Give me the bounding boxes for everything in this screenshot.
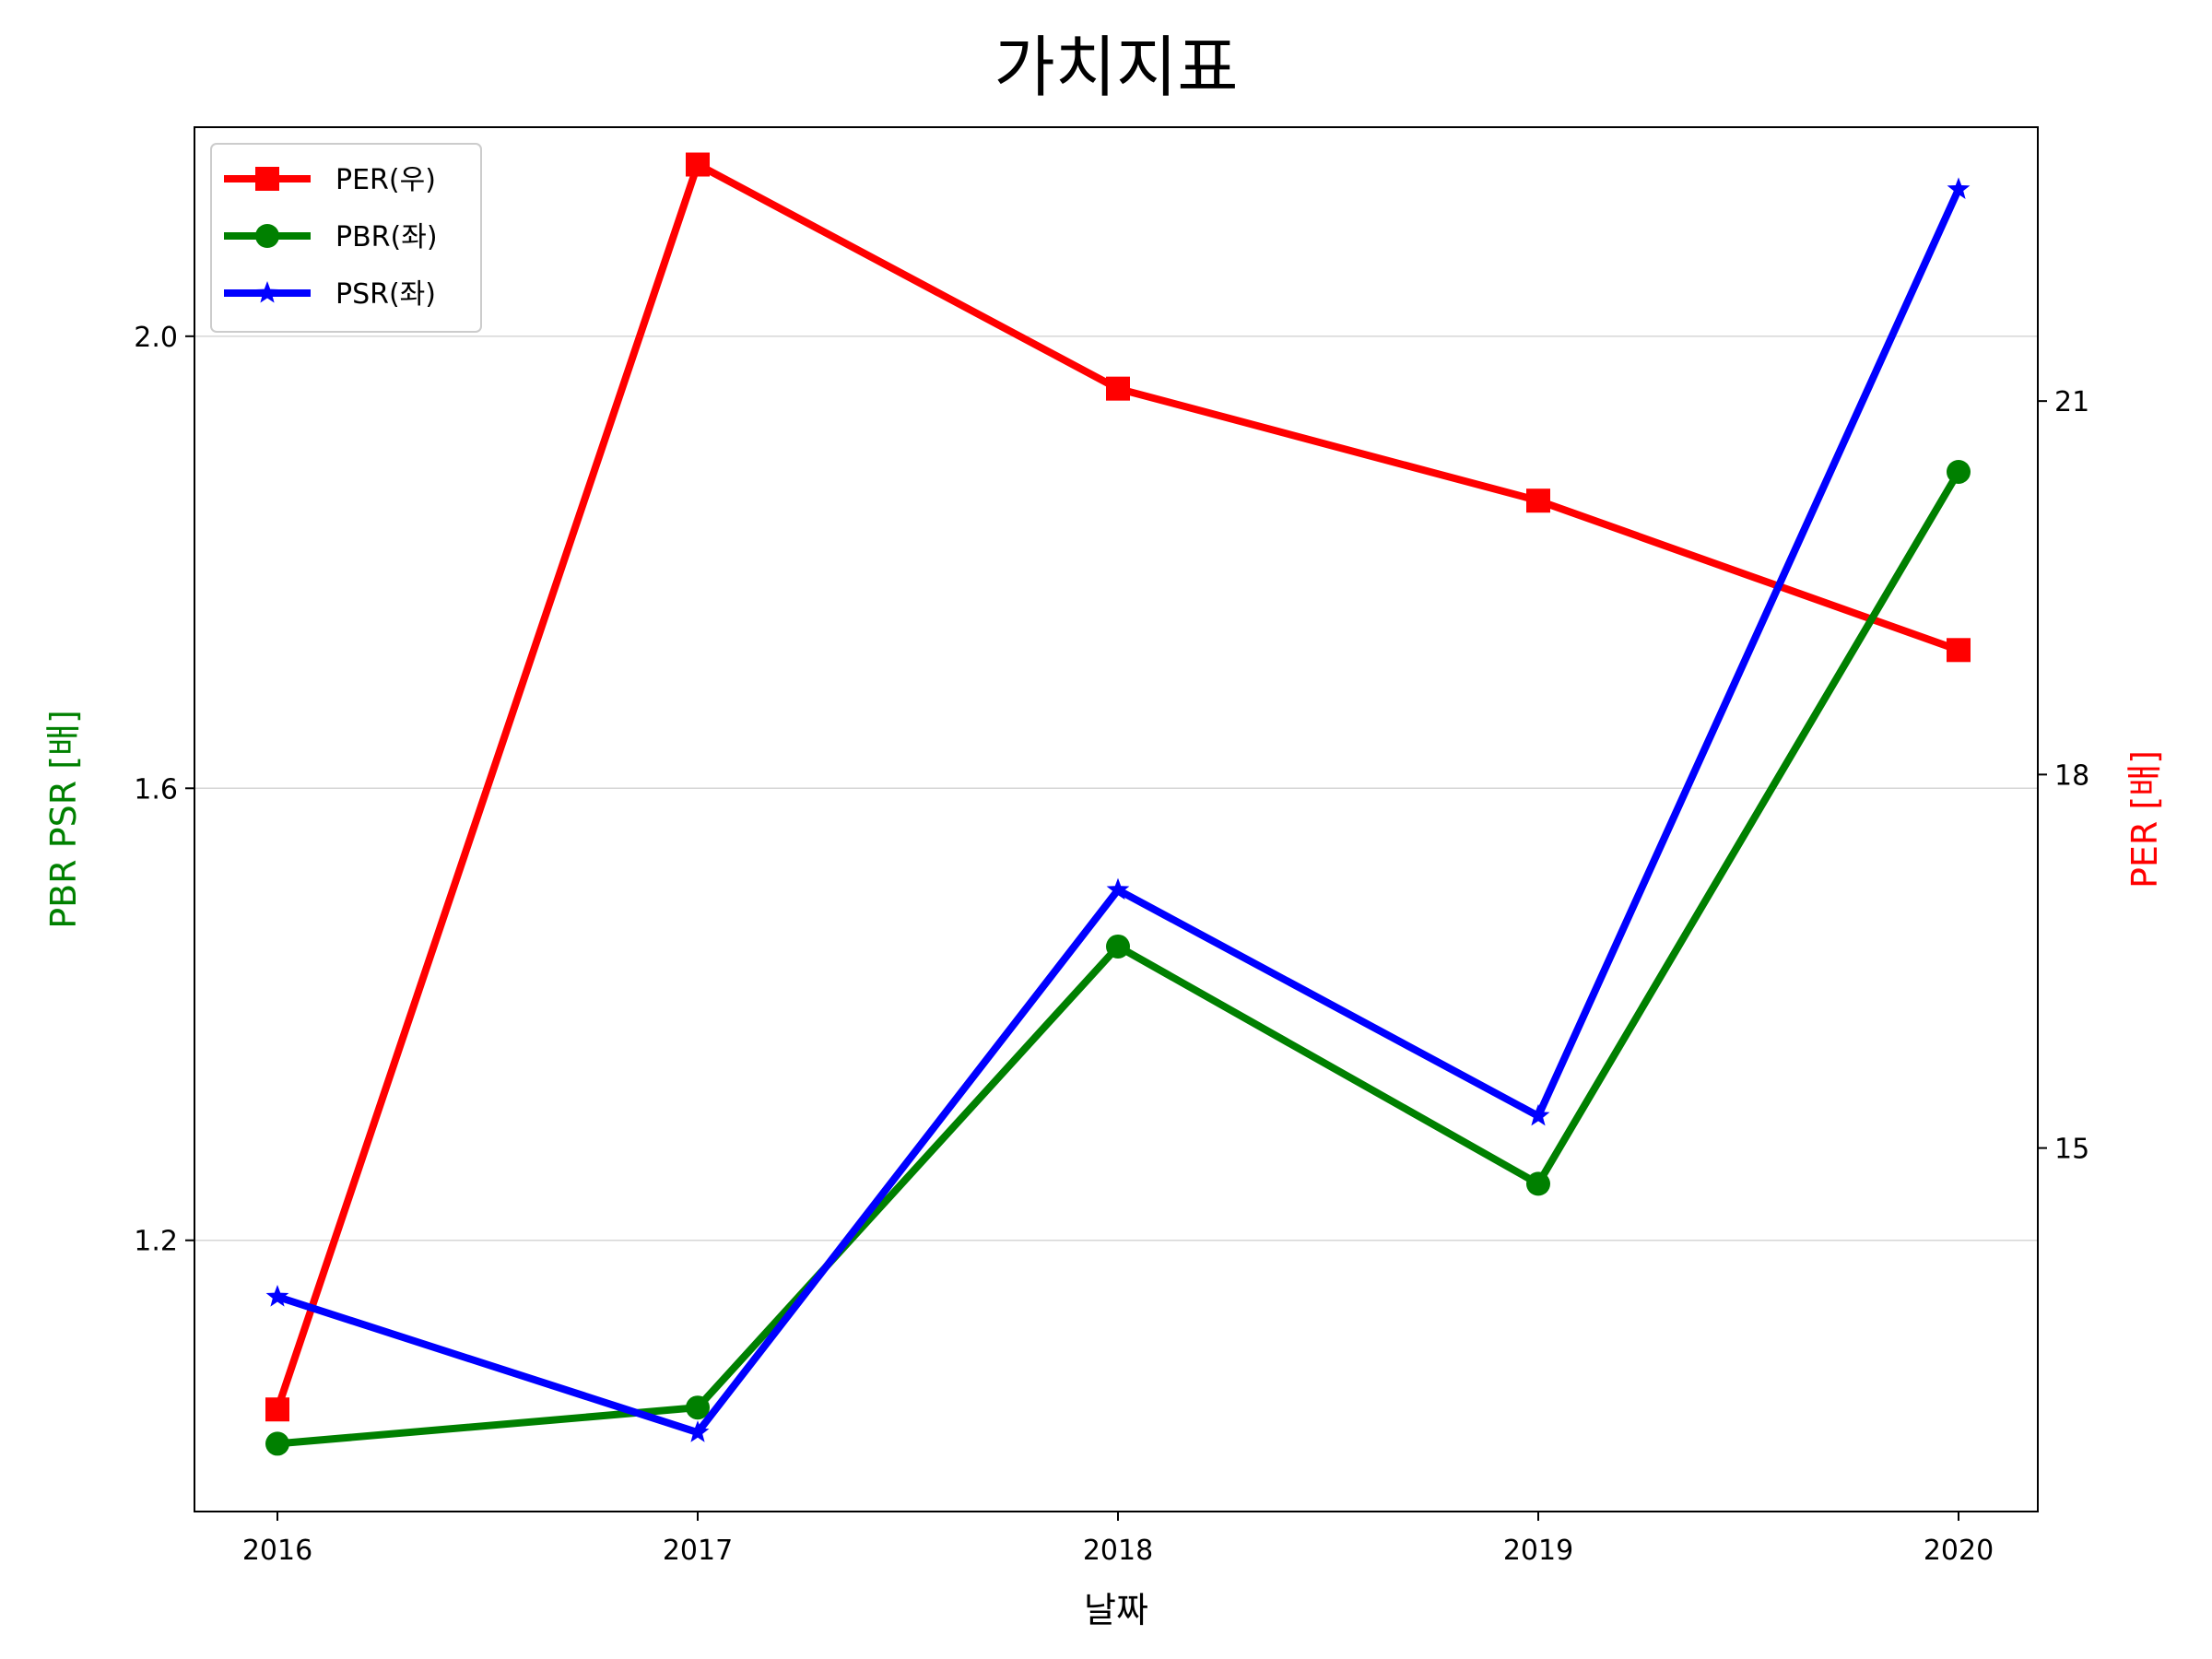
series-layer <box>265 152 1971 1456</box>
legend-marker <box>255 224 279 248</box>
x-tick-label: 2016 <box>242 1535 312 1567</box>
legend-label: PSR(좌) <box>335 278 436 311</box>
data-point <box>686 152 710 177</box>
left-y-axis-label: PBR PSR [배] <box>43 710 84 929</box>
legend-item: PER(우) <box>224 164 436 196</box>
series-line <box>274 160 1962 1414</box>
left-y-tick-label: 1.2 <box>134 1226 178 1258</box>
data-point <box>265 1397 289 1422</box>
legend-label: PBR(좌) <box>335 221 438 253</box>
data-point <box>265 1285 289 1307</box>
right-y-axis-label: PER [배] <box>2124 750 2165 888</box>
data-point <box>1106 376 1130 401</box>
series-PSR(좌) <box>265 177 1971 1442</box>
left-y-axis: 1.2 1.6 2.0 <box>134 322 194 1258</box>
gridlines <box>194 335 2038 1241</box>
right-y-axis: 15 18 21 <box>2038 386 2089 1166</box>
data-point <box>265 1431 289 1456</box>
right-y-tick-label: 18 <box>2054 759 2089 792</box>
data-point <box>1947 177 1971 199</box>
data-point <box>1106 934 1130 959</box>
legend-label: PER(우) <box>335 164 436 196</box>
x-tick-label: 2019 <box>1503 1535 1573 1567</box>
legend-marker <box>255 281 279 303</box>
data-point <box>686 1395 710 1420</box>
x-tick-label: 2018 <box>1083 1535 1153 1567</box>
legend: PER(우) PBR(좌) PSR(좌) <box>210 143 482 333</box>
data-point <box>1526 488 1550 513</box>
data-point <box>1947 638 1971 663</box>
right-y-tick-label: 21 <box>2054 386 2089 418</box>
right-y-tick-label: 15 <box>2054 1134 2089 1166</box>
data-point <box>1526 1103 1550 1126</box>
series-PBR(좌) <box>265 459 1971 1456</box>
x-axis: 2016 2017 2018 2019 2020 <box>242 1512 1994 1567</box>
legend-item: PSR(좌) <box>224 278 436 311</box>
series-line <box>274 185 1962 1437</box>
x-tick-label: 2020 <box>1924 1535 1994 1567</box>
x-tick-label: 2017 <box>663 1535 733 1567</box>
left-y-tick-label: 1.6 <box>134 773 178 806</box>
data-point <box>1947 459 1971 484</box>
legend-marker <box>255 167 279 191</box>
legend-item: PBR(좌) <box>224 221 438 253</box>
plot-area <box>194 126 2039 1512</box>
chart-title: 가치지표 <box>994 29 1239 106</box>
x-axis-label: 날짜 <box>1084 1590 1148 1630</box>
data-point <box>1106 877 1130 900</box>
data-point <box>686 1420 710 1442</box>
data-point <box>1526 1171 1550 1196</box>
series-PER(우) <box>265 152 1971 1422</box>
left-y-tick-label: 2.0 <box>134 322 178 354</box>
